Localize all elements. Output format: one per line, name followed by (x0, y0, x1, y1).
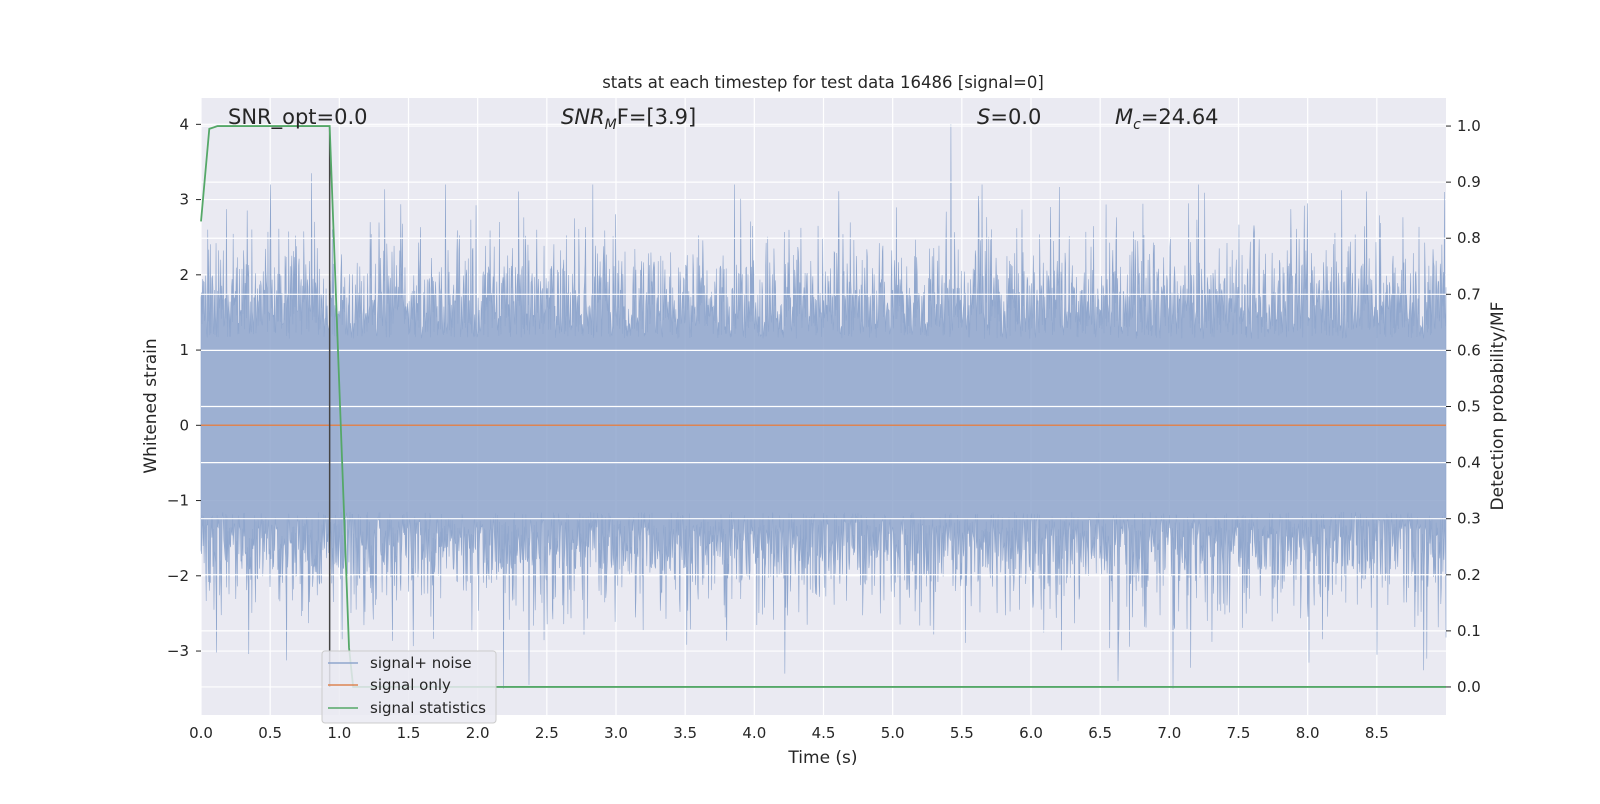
y-tick-label: −1 (167, 492, 189, 510)
x-tick-label: 4.0 (742, 724, 766, 742)
y-axis-label: Whitened strain (141, 338, 161, 473)
annotation-mc-rest: =24.64 (1141, 105, 1219, 129)
annotation-s-rest: =0.0 (990, 105, 1041, 129)
legend-label-signal-only: signal only (370, 676, 451, 694)
x-tick-label: 0.5 (258, 724, 282, 742)
annotations: SNR_opt=0.0 SNRMF=[3.9] S=0.0 Mc=24.64 (228, 105, 1219, 133)
annotation-mc-main: M (1115, 105, 1133, 129)
chart-title: stats at each timestep for test data 164… (602, 73, 1044, 92)
legend-label-signal-statistics: signal statistics (370, 699, 486, 717)
y-tick-label: −2 (167, 567, 189, 585)
y2-tick-label: 0.8 (1457, 229, 1481, 247)
y2-tick-label: 0.5 (1457, 398, 1481, 416)
y2-axis-label: Detection probability/MF (1488, 302, 1508, 511)
annotation-snr-mf: SNRMF=[3.9] (561, 105, 696, 133)
x-ticks: 0.0 0.5 1.0 1.5 2.0 2.5 3.0 3.5 4.0 4.5 5.0 5.5 6.0 6… (189, 724, 1389, 742)
y-ticks: 4 3 2 1 0 −1 −2 −3 (167, 115, 201, 660)
legend: signal+ noise signal only signal statist… (321, 650, 497, 724)
x-tick-label: 3.5 (673, 724, 697, 742)
y2-ticks: 1.0 0.9 0.8 0.7 0.6 0.5 0.4 0.3 0.2 0.1 0.0 (1446, 117, 1481, 696)
legend-label-signal-noise: signal+ noise (370, 654, 472, 672)
annotation-snr-opt: SNR_opt=0.0 (228, 105, 368, 130)
y2-tick-label: 0.7 (1457, 285, 1481, 303)
annotation-snr-mf-main: SNR (561, 105, 605, 129)
y-tick-label: 1 (179, 341, 189, 359)
annotation-mc: Mc=24.64 (1115, 105, 1219, 133)
x-tick-label: 1.5 (397, 724, 421, 742)
y2-tick-label: 0.3 (1457, 510, 1481, 528)
annotation-snr-mf-sub: M (605, 117, 617, 133)
x-tick-label: 7.5 (1227, 724, 1251, 742)
y2-tick-label: 0.2 (1457, 566, 1481, 584)
y-tick-label: 0 (179, 416, 189, 434)
y2-tick-label: 0.4 (1457, 454, 1481, 472)
x-tick-label: 1.0 (327, 724, 351, 742)
y2-tick-label: 1.0 (1457, 117, 1481, 135)
annotation-snr-mf-rest: F=[3.9] (617, 105, 696, 129)
annotation-s: S=0.0 (977, 105, 1041, 129)
x-tick-label: 5.5 (950, 724, 974, 742)
legend-box (321, 650, 497, 724)
x-tick-label: 8.0 (1296, 724, 1320, 742)
y-tick-label: 4 (179, 115, 189, 133)
y-tick-label: −3 (167, 642, 189, 660)
x-tick-label: 5.0 (881, 724, 905, 742)
x-axis-label: Time (s) (787, 748, 857, 768)
x-tick-label: 2.0 (466, 724, 490, 742)
x-tick-label: 2.5 (535, 724, 559, 742)
x-tick-label: 8.5 (1365, 724, 1389, 742)
x-tick-label: 6.5 (1088, 724, 1112, 742)
x-tick-label: 3.0 (604, 724, 628, 742)
y-tick-label: 3 (179, 191, 189, 209)
x-tick-label: 4.5 (812, 724, 836, 742)
y2-tick-label: 0.6 (1457, 341, 1481, 359)
annotation-mc-sub: c (1133, 117, 1141, 133)
y-tick-label: 2 (179, 266, 189, 284)
x-tick-label: 0.0 (189, 724, 213, 742)
x-tick-label: 7.0 (1157, 724, 1181, 742)
x-tick-label: 6.0 (1019, 724, 1043, 742)
y2-tick-label: 0.9 (1457, 173, 1481, 191)
y2-tick-label: 0.1 (1457, 622, 1481, 640)
annotation-s-main: S (977, 105, 990, 129)
y2-tick-label: 0.0 (1457, 678, 1481, 696)
